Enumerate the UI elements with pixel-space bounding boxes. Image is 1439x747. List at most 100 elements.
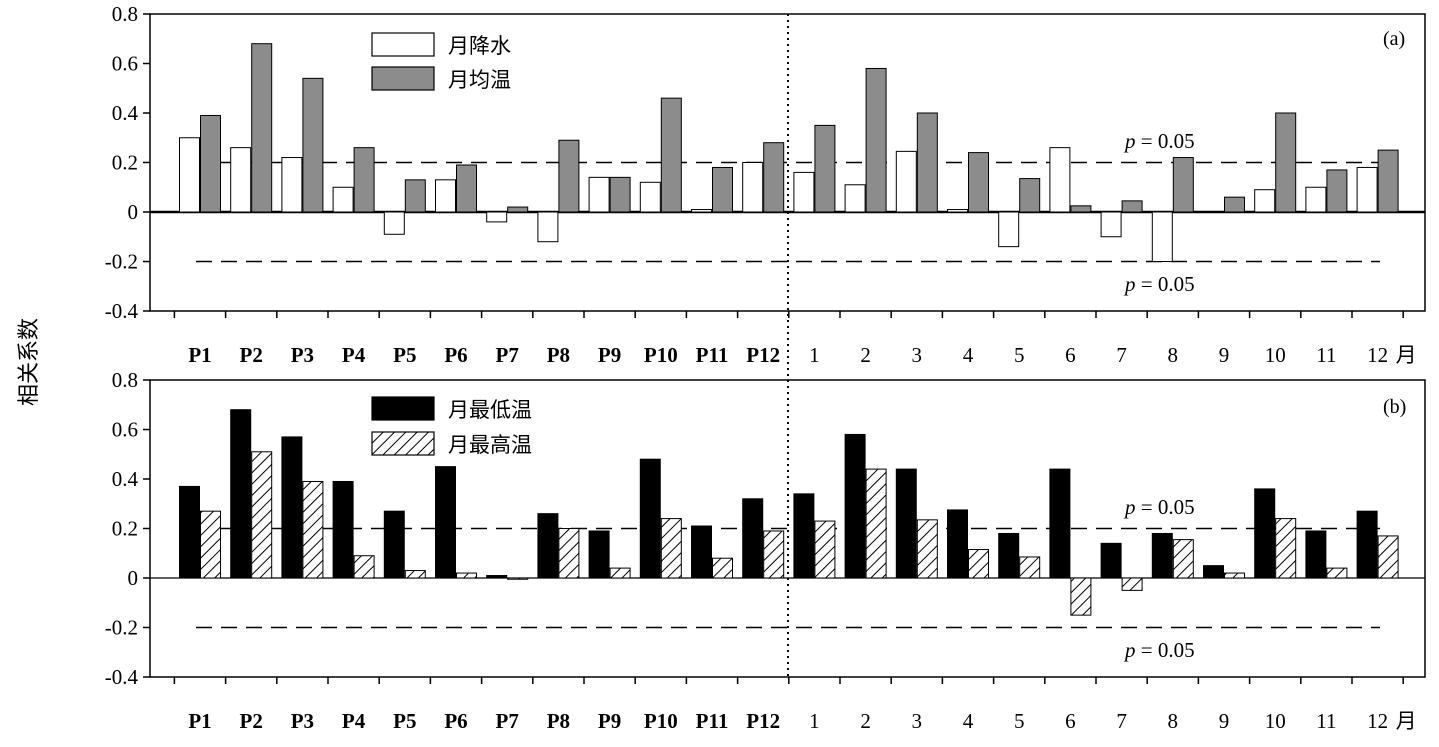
bar-s1-7	[1100, 211, 1122, 238]
bar-s1-3	[895, 468, 917, 579]
bar-s2-P5	[404, 179, 426, 213]
y-tick-label: 0.2	[112, 517, 138, 541]
x-tick-label-9: 9	[1219, 709, 1230, 733]
bar-s1-P10	[639, 458, 661, 579]
bar-s2-2	[865, 468, 887, 579]
panel-b-x-ticks: P1 P2 P3 P4 P5 P6 P7 P8 P9 P10 P11 P12 1 2 3 4 5 6 7 8 9 10 11…	[173, 677, 1417, 733]
panel-a-pvalue-lower: p = 0.05	[1123, 272, 1195, 296]
bar-s1-6	[1049, 147, 1071, 213]
bar-s1-12	[1356, 166, 1378, 213]
y-tick-label: 0.4	[112, 467, 139, 491]
bar-s2-3	[916, 519, 938, 579]
y-tick-label: -0.4	[105, 299, 139, 323]
y-tick-label: 0.8	[112, 2, 138, 26]
x-tick-label-12: 12	[1367, 343, 1388, 367]
x-tick-label-11: 11	[1316, 709, 1336, 733]
bar-s2-P10	[660, 97, 682, 213]
bar-s1-8	[1151, 211, 1173, 262]
bar-s1-P3	[281, 436, 303, 579]
bar-s1-P9	[588, 176, 610, 213]
legend-swatch-precip	[371, 32, 435, 57]
x-tick-label-3: 3	[912, 709, 923, 733]
legend-swatch-maxtemp	[371, 431, 435, 456]
y-axis-title: 相关系数	[16, 318, 41, 406]
bar-s2-P6	[456, 572, 477, 579]
y-tick-label: 0.4	[112, 101, 139, 125]
panel-b: 0.8 0.6 0.4 0.2 0 -0.2 -0.4 P1 P2 P3 P4 P5 P6 P7 P8 P9…	[105, 368, 1426, 733]
x-tick-label-P6: P6	[444, 343, 467, 367]
x-tick-label-P9: P9	[598, 709, 621, 733]
bar-s2-P12	[763, 530, 785, 579]
bar-s1-7	[1100, 542, 1122, 579]
bar-s1-P1	[179, 485, 200, 579]
bar-s2-P6	[456, 164, 477, 213]
bar-s1-P12	[742, 498, 764, 579]
bar-s2-P1	[200, 510, 221, 579]
panel-a-bars	[179, 43, 1399, 262]
legend-label-mintemp: 月最低温	[448, 398, 532, 422]
y-tick-label: 0.6	[112, 52, 138, 76]
bar-s2-P7	[507, 577, 529, 580]
x-tick-label-P2: P2	[240, 343, 263, 367]
x-tick-label-8: 8	[1168, 709, 1179, 733]
x-tick-label-P3: P3	[291, 343, 314, 367]
panel-a-x-ticks: P1 P2 P3 P4 P5 P6 P7 P8 P9 P10 P11 P12 1 2 3 4 5 6 7 8 9 10 11…	[173, 311, 1417, 367]
x-unit-label: 月	[1396, 709, 1417, 733]
x-tick-label-P3: P3	[291, 709, 314, 733]
bar-s1-6	[1049, 468, 1071, 579]
x-unit-label: 月	[1396, 343, 1417, 367]
bar-s2-7	[1121, 577, 1143, 591]
bar-s2-P4	[353, 555, 375, 579]
x-tick-label-12: 12	[1367, 709, 1388, 733]
legend-swatch-mintemp	[371, 396, 435, 421]
bar-s1-P5	[383, 211, 405, 235]
bar-s2-11	[1326, 567, 1348, 579]
panel-a-legend: 月降水 月均温	[371, 32, 511, 92]
bar-s1-P8	[537, 513, 559, 579]
bar-s1-P4	[332, 186, 354, 213]
bar-s2-8	[1172, 539, 1194, 579]
bar-s1-P11	[691, 209, 712, 213]
bar-s1-P8	[537, 211, 559, 243]
y-tick-label: 0	[128, 566, 139, 590]
bar-s2-9	[1224, 196, 1245, 213]
x-tick-label-P6: P6	[444, 709, 467, 733]
bar-s2-P7	[507, 206, 529, 213]
panel-b-label: (b)	[1383, 396, 1406, 418]
bar-s1-P3	[281, 157, 303, 213]
bar-s2-12	[1377, 149, 1399, 213]
bar-s2-P8	[558, 139, 580, 213]
bar-s1-4	[947, 209, 968, 213]
bar-s1-5	[998, 532, 1020, 579]
x-tick-label-5: 5	[1014, 343, 1025, 367]
bar-s1-2	[844, 184, 866, 213]
bar-s2-11	[1326, 169, 1348, 213]
legend-label-precip: 月降水	[448, 34, 511, 58]
x-tick-label-P7: P7	[496, 343, 519, 367]
bar-s1-1	[793, 171, 815, 213]
bar-s1-P1	[179, 137, 200, 213]
bar-s1-P11	[691, 525, 712, 579]
x-tick-label-3: 3	[912, 343, 923, 367]
bar-s2-12	[1377, 535, 1399, 579]
bar-s2-3	[916, 112, 938, 213]
bar-s2-6	[1070, 577, 1092, 616]
legend-label-maxtemp: 月最高温	[448, 433, 532, 457]
bar-s1-P9	[588, 530, 610, 579]
bar-s1-8	[1151, 532, 1173, 579]
panel-a-pvalue-upper: p = 0.05	[1123, 129, 1195, 153]
bar-s1-9	[1203, 211, 1224, 213]
bar-s1-11	[1305, 530, 1327, 579]
x-tick-label-1: 1	[809, 343, 820, 367]
bar-s2-P9	[609, 567, 631, 579]
bar-s2-P3	[302, 480, 324, 579]
x-tick-label-P8: P8	[547, 343, 570, 367]
bar-s2-10	[1275, 518, 1297, 579]
x-tick-label-P4: P4	[342, 709, 366, 733]
x-tick-label-1: 1	[809, 709, 820, 733]
bar-s1-9	[1203, 565, 1224, 579]
x-tick-label-P7: P7	[496, 709, 519, 733]
x-tick-label-7: 7	[1116, 709, 1127, 733]
x-tick-label-P10: P10	[644, 709, 678, 733]
